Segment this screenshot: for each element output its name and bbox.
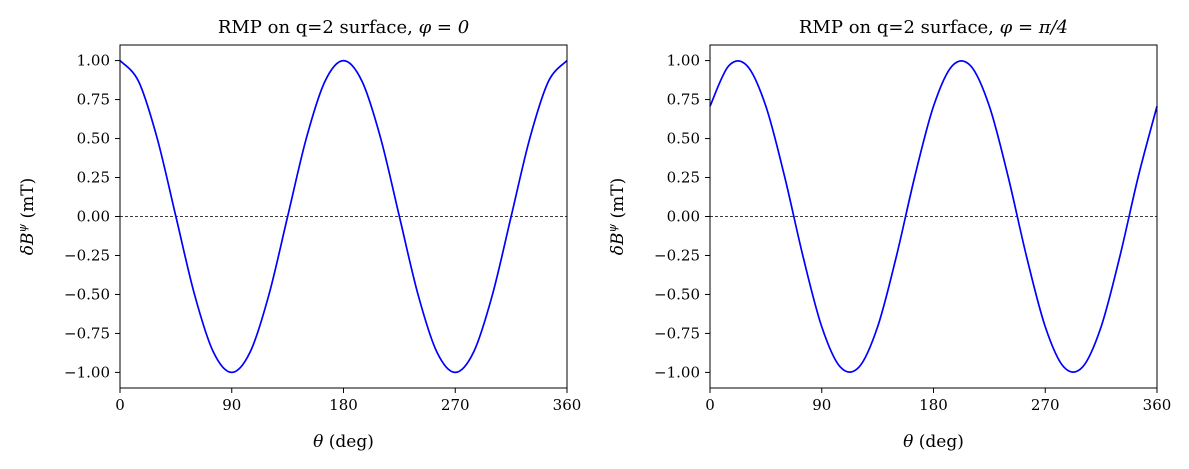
y-tick-label: 0.25 bbox=[667, 169, 700, 187]
y-tick-label: −1.00 bbox=[64, 363, 110, 381]
y-axis-label: δBψ (mT) bbox=[606, 178, 628, 256]
chart-title: RMP on q=2 surface, φ = 0 bbox=[218, 17, 469, 38]
series-line bbox=[709, 60, 1158, 373]
x-tick-label: 180 bbox=[919, 396, 948, 414]
y-tick-label: 0.50 bbox=[667, 130, 700, 148]
y-tick-label: −0.25 bbox=[654, 246, 700, 264]
x-tick-label: 360 bbox=[553, 396, 582, 414]
y-axis-label: δBψ (mT) bbox=[16, 178, 38, 256]
x-tick-label: 360 bbox=[1143, 396, 1172, 414]
chart-title: RMP on q=2 surface, φ = π/4 bbox=[799, 17, 1068, 38]
y-tick-label: −0.25 bbox=[64, 246, 110, 264]
y-tick-label: 0.50 bbox=[77, 130, 110, 148]
y-tick-label: −0.75 bbox=[64, 324, 110, 342]
x-tick-label: 270 bbox=[1031, 396, 1060, 414]
y-tick-label: 1.00 bbox=[667, 52, 700, 70]
y-tick-label: −0.75 bbox=[654, 324, 700, 342]
x-tick-label: 90 bbox=[222, 396, 241, 414]
x-tick-label: 0 bbox=[705, 396, 715, 414]
plot-area: 0 90 180 270 360 1.00 0.75 0.50 0.25 0.00 −0.25 −0.… bbox=[654, 44, 1172, 414]
y-tick-label: −0.50 bbox=[654, 285, 700, 303]
y-tick-label: −1.00 bbox=[654, 363, 700, 381]
x-tick-label: 270 bbox=[441, 396, 470, 414]
y-tick-label: −0.50 bbox=[64, 285, 110, 303]
y-tick-label: 0.75 bbox=[667, 91, 700, 109]
y-tick-label: 1.00 bbox=[77, 52, 110, 70]
series-line bbox=[119, 59, 568, 374]
x-axis-label: θ (deg) bbox=[903, 432, 964, 452]
y-tick-label: 0.00 bbox=[667, 208, 700, 226]
x-tick-label: 0 bbox=[115, 396, 125, 414]
y-tick-label: 0.25 bbox=[77, 169, 110, 187]
chart-panel-phi-0: 0 90 180 270 360 1.00 0.75 0.50 0.25 0.00 −0.25 −0.… bbox=[16, 17, 581, 452]
y-tick-label: 0.75 bbox=[77, 91, 110, 109]
plot-area: 0 90 180 270 360 1.00 0.75 0.50 0.25 0.00 −0.25 −0.… bbox=[64, 44, 582, 414]
x-axis-label: θ (deg) bbox=[313, 432, 374, 452]
y-tick-label: 0.00 bbox=[77, 208, 110, 226]
x-tick-label: 180 bbox=[329, 396, 358, 414]
x-tick-label: 90 bbox=[812, 396, 831, 414]
chart-panel-phi-pi-over-4: 0 90 180 270 360 1.00 0.75 0.50 0.25 0.00 −0.25 −0.… bbox=[606, 17, 1171, 452]
